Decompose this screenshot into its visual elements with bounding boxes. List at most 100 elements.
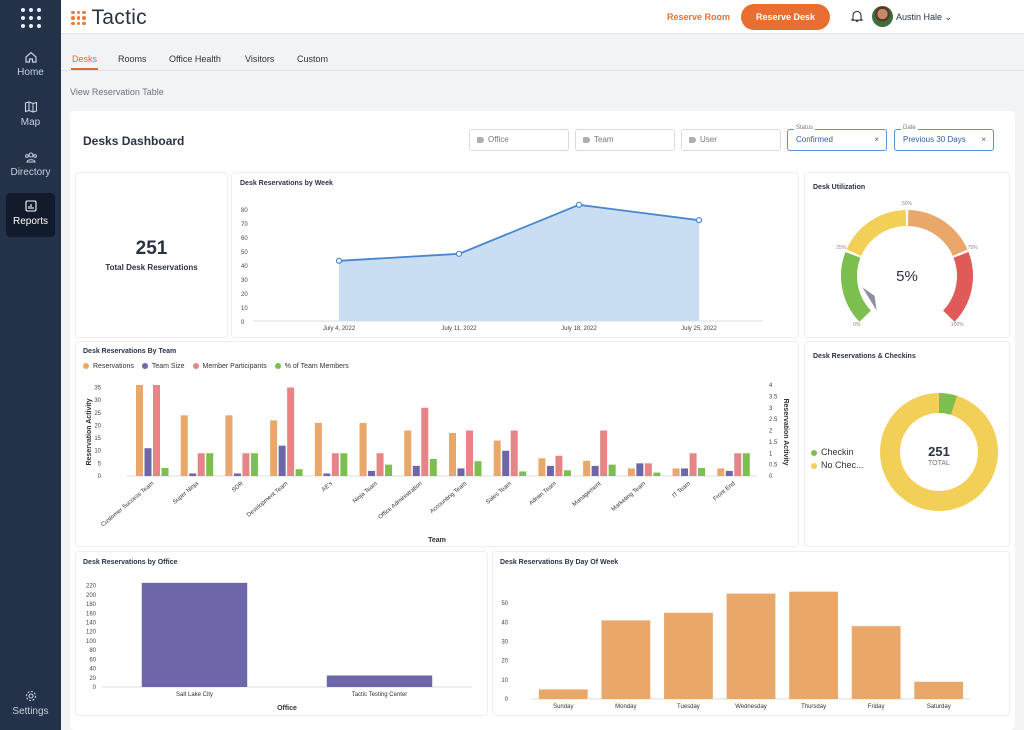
y-tick-label: 180 (86, 602, 97, 608)
bar (359, 422, 367, 476)
bar (555, 455, 563, 476)
tab-desks[interactable]: Desks (72, 54, 98, 64)
bar (412, 465, 420, 476)
x-tick-label: AE's (321, 481, 334, 493)
y-tick-label: 140 (86, 620, 97, 626)
x-tick-label: July 11, 2022 (441, 326, 477, 332)
user-filter[interactable]: User (681, 129, 781, 151)
legend-item[interactable]: Reservations (83, 363, 134, 370)
y-tick-label: 200 (86, 593, 97, 599)
area-fill (339, 204, 699, 321)
legend-label: Reservations (93, 363, 134, 370)
gauge-segment (942, 251, 973, 322)
x-tick-label: SDR (231, 481, 245, 494)
bar (600, 430, 608, 476)
team-chart-title: Desk Reservations By Team (83, 348, 177, 355)
bar (608, 464, 616, 476)
legend-label: No Chec... (821, 460, 864, 470)
view-reservation-table-link[interactable]: View Reservation Table (70, 87, 164, 97)
tab-office-health[interactable]: Office Health (169, 54, 221, 64)
sidebar-item-settings[interactable]: Settings (6, 683, 55, 727)
y2-tick-label: 2 (769, 429, 773, 435)
bar (493, 440, 501, 476)
bar (429, 458, 437, 476)
legend-item[interactable]: Team Size (141, 363, 185, 370)
team-filter[interactable]: Team (575, 129, 675, 151)
y-tick-label: 5 (98, 461, 102, 467)
sidebar-item-directory[interactable]: Directory (6, 144, 55, 188)
donut-slice (938, 393, 958, 416)
x-tick-label: Front End (713, 481, 737, 503)
legend-item[interactable]: % of Team Members (274, 363, 349, 370)
x-tick-label: Office Administration (378, 481, 424, 521)
legend-item[interactable]: Checkin (811, 447, 864, 457)
clear-status-icon[interactable]: × (874, 135, 879, 144)
team-card (75, 341, 799, 547)
bar (698, 468, 706, 476)
status-filter[interactable]: Status Confirmed × (787, 124, 887, 151)
bar (591, 465, 599, 476)
user-menu[interactable]: Austin Hale ⌄ (896, 12, 952, 23)
y-tick-label: 30 (94, 398, 101, 404)
reserve-desk-button[interactable]: Reserve Desk (741, 4, 830, 30)
legend-label: Checkin (821, 447, 854, 457)
gear-icon (25, 690, 36, 702)
y-tick-label: 120 (86, 630, 97, 636)
user-name: Austin Hale (896, 12, 943, 22)
y-tick-label: 30 (241, 278, 248, 284)
y2-tick-label: 2.5 (769, 417, 778, 423)
office-chart-title: Desk Reservations by Office (83, 559, 178, 566)
legend-item[interactable]: Member Participants (192, 363, 267, 370)
series-line (338, 203, 700, 262)
bar (326, 675, 433, 687)
bar (144, 448, 152, 476)
y-tick-label: 10 (94, 449, 101, 455)
bar (376, 453, 384, 476)
bar (331, 453, 339, 476)
y2-axis-label: Reservation Activity (782, 398, 789, 465)
bar (278, 445, 286, 476)
bar (153, 385, 160, 476)
tab-custom[interactable]: Custom (297, 54, 329, 64)
bar (510, 430, 518, 476)
x-tick-label: July 18, 2022 (561, 326, 597, 332)
bar (404, 430, 412, 476)
bar (141, 582, 248, 687)
sidebar-item-map[interactable]: Map (6, 94, 55, 138)
map-icon (24, 101, 37, 113)
date-filter[interactable]: Date Previous 30 Days × (894, 124, 994, 151)
bar (449, 433, 456, 476)
bar (672, 468, 680, 476)
bell-icon[interactable] (850, 9, 864, 23)
x-tick-label: Development Team (246, 481, 289, 519)
avatar[interactable] (872, 6, 893, 27)
active-tab-indicator (71, 68, 98, 70)
legend-label: Member Participants (202, 363, 267, 370)
bar (726, 593, 776, 699)
utilization-value: 5% (896, 268, 918, 285)
tag-icon (477, 137, 484, 143)
x-axis-label: Team (428, 537, 446, 544)
sidebar-item-reports[interactable]: Reports (6, 193, 55, 237)
tab-visitors[interactable]: Visitors (245, 54, 275, 64)
tab-rooms[interactable]: Rooms (118, 54, 147, 64)
gauge-tick-label: 50% (902, 201, 913, 207)
y2-tick-label: 3 (769, 406, 773, 412)
office-filter[interactable]: Office (469, 129, 569, 151)
x-tick-label: Customer Success Team (100, 481, 155, 528)
legend-item[interactable]: No Chec... (811, 460, 864, 470)
office-chart: 0 20 40 60 80 100 120 140 160 180 200 220 Salt Lake … (86, 582, 472, 712)
bar (914, 681, 964, 699)
logo-mark-icon (71, 10, 86, 26)
bar (385, 464, 393, 476)
app-launcher-icon[interactable] (21, 8, 41, 28)
data-point (455, 250, 463, 257)
clear-date-icon[interactable]: × (981, 135, 986, 144)
x-tick-label: Wednesday (735, 704, 767, 710)
y-tick-label: 40 (501, 620, 508, 626)
reserve-room-link[interactable]: Reserve Room (667, 12, 731, 22)
day-chart-title: Desk Reservations By Day Of Week (500, 559, 619, 566)
tactic-logo[interactable]: Tactic (71, 6, 147, 30)
sidebar-item-home[interactable]: Home (6, 44, 55, 88)
bar (457, 468, 465, 476)
